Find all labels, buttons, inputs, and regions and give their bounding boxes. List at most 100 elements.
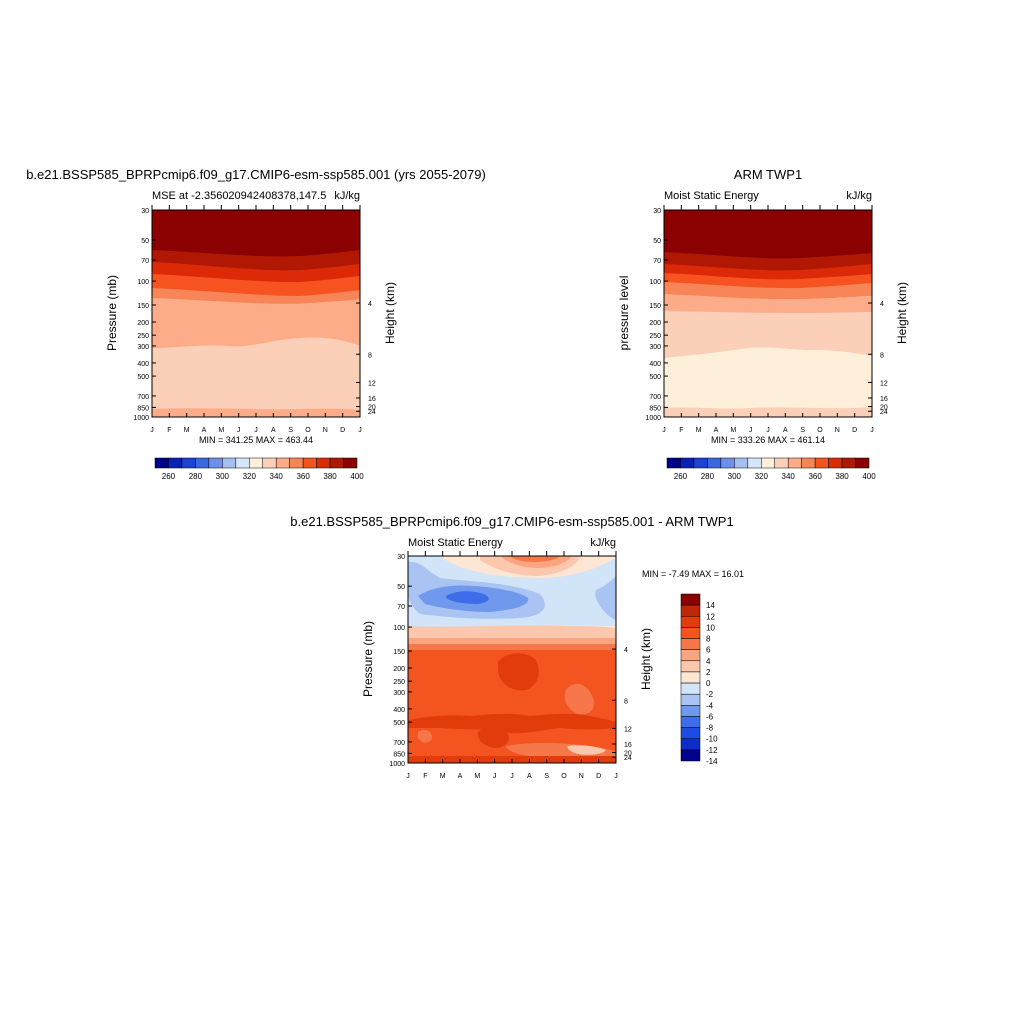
month-tick-label: M <box>696 427 702 434</box>
height-tick-label: 24 <box>880 409 888 416</box>
colorbar-swatch <box>275 457 290 469</box>
month-tick-label: O <box>305 427 311 434</box>
diff-pressure-axis-label: Pressure (mb) <box>361 621 375 697</box>
colorbar-label: 4 <box>706 657 711 666</box>
month-tick-label: M <box>218 427 224 434</box>
colorbar-swatch <box>680 660 701 673</box>
colorbar-swatch <box>720 457 735 469</box>
colorbar-swatch <box>181 457 196 469</box>
colorbar-label: 300 <box>728 472 742 481</box>
colorbar-swatch <box>302 457 317 469</box>
colorbar-label: 12 <box>706 612 715 621</box>
month-tick-label: J <box>254 427 258 434</box>
colorbar-swatch <box>680 627 701 639</box>
diff-title: b.e21.BSSP585_BPRPcmip6.f09_g17.CMIP6-es… <box>290 514 733 529</box>
colorbar-label: 260 <box>674 472 688 481</box>
pressure-tick-label: 1000 <box>389 761 405 768</box>
pressure-tick-label: 200 <box>137 320 149 327</box>
month-tick-label: S <box>288 427 293 434</box>
colorbar-swatch <box>774 457 789 469</box>
pressure-tick-label: 200 <box>649 320 661 327</box>
colorbar-swatch <box>747 457 762 469</box>
pressure-tick-label: 300 <box>393 690 405 697</box>
obs-left-label: Moist Static Energy <box>664 190 759 202</box>
colorbar-label: 340 <box>270 472 284 481</box>
colorbar-label: 320 <box>755 472 769 481</box>
height-tick-label: 4 <box>880 301 884 308</box>
obs-band-390 <box>664 252 872 272</box>
diff-band-top-warm-6 <box>510 556 560 562</box>
pressure-tick-label: 300 <box>649 344 661 351</box>
pressure-tick-label: 700 <box>393 740 405 747</box>
colorbar-swatch <box>855 457 870 469</box>
colorbar-label: 260 <box>162 472 176 481</box>
pressure-tick-label: 500 <box>393 720 405 727</box>
month-tick-label: J <box>237 427 241 434</box>
diff-band-minus-4-east <box>595 576 616 620</box>
model-min-max-label: MIN = 341.25 MAX = 463.44 <box>199 435 313 445</box>
colorbar-swatch <box>249 457 263 469</box>
model-contour-field <box>152 210 360 417</box>
diff-height-axis-label: Height (km) <box>639 628 653 690</box>
colorbar-label: 14 <box>706 601 715 610</box>
model-band-top <box>152 210 360 262</box>
colorbar-label: 380 <box>835 472 849 481</box>
diff-min-max-label: MIN = -7.49 MAX = 16.01 <box>642 569 744 579</box>
pressure-tick-label: 1000 <box>645 415 661 422</box>
height-tick-label: 12 <box>624 726 632 733</box>
month-tick-label: F <box>679 427 683 434</box>
diff-band-2 <box>408 625 616 642</box>
diff-band-6-west <box>418 730 432 743</box>
colorbar-swatch <box>208 457 223 469</box>
height-tick-label: 8 <box>880 352 884 359</box>
month-tick-label: J <box>766 427 770 434</box>
colorbar-label: 380 <box>323 472 337 481</box>
obs-band-top <box>664 210 872 262</box>
colorbar-swatch <box>680 705 701 717</box>
pressure-tick-label: 150 <box>137 303 149 310</box>
colorbar-swatch <box>841 457 856 469</box>
colorbar-swatch <box>814 457 829 469</box>
month-tick-label: D <box>340 427 345 434</box>
height-tick-label: 4 <box>624 647 628 654</box>
pressure-tick-label: 70 <box>653 258 661 265</box>
colorbar-label: 0 <box>706 679 711 688</box>
pressure-tick-label: 250 <box>649 333 661 340</box>
colorbar-swatch <box>680 593 701 606</box>
pressure-tick-label: 100 <box>649 279 661 286</box>
height-tick-label: 4 <box>368 301 372 308</box>
pressure-tick-label: 250 <box>393 679 405 686</box>
month-tick-label: M <box>730 427 736 434</box>
pressure-tick-label: 30 <box>653 208 661 215</box>
month-tick-label: O <box>561 773 567 780</box>
month-tick-label: A <box>271 427 276 434</box>
obs-units-label: kJ/kg <box>846 190 872 202</box>
colorbar-label: -4 <box>706 701 714 710</box>
model-band-340 <box>152 337 360 417</box>
pressure-tick-label: 50 <box>141 238 149 245</box>
diff-units-label: kJ/kg <box>590 537 616 549</box>
month-tick-label: A <box>527 773 532 780</box>
diff-band-2-lower <box>567 745 606 755</box>
diff-contour-field <box>408 556 616 763</box>
pressure-tick-label: 400 <box>137 361 149 368</box>
colorbar-swatch <box>680 693 701 706</box>
height-tick-label: 16 <box>624 742 632 749</box>
diff-colorbar: 14 12 10 8 6 4 2 0 -2 -4 -6 -8 -10 -12 -14 <box>680 593 718 766</box>
month-tick-label: J <box>510 773 514 780</box>
obs-pressure-axis-label: pressure level <box>617 276 631 351</box>
height-tick-label: 24 <box>368 409 376 416</box>
colorbar-swatch <box>734 457 749 469</box>
pressure-tick-label: 850 <box>649 405 661 412</box>
height-tick-label: 16 <box>368 396 376 403</box>
colorbar-swatch <box>787 457 802 469</box>
obs-panel: ARM TWP1 Moist Static Energy kJ/kg 30 50 7… <box>617 167 909 481</box>
month-tick-label: F <box>167 427 171 434</box>
colorbar-label: 360 <box>808 472 822 481</box>
month-tick-label: M <box>184 427 190 434</box>
colorbar-swatch <box>680 716 701 728</box>
month-tick-label: N <box>323 427 328 434</box>
